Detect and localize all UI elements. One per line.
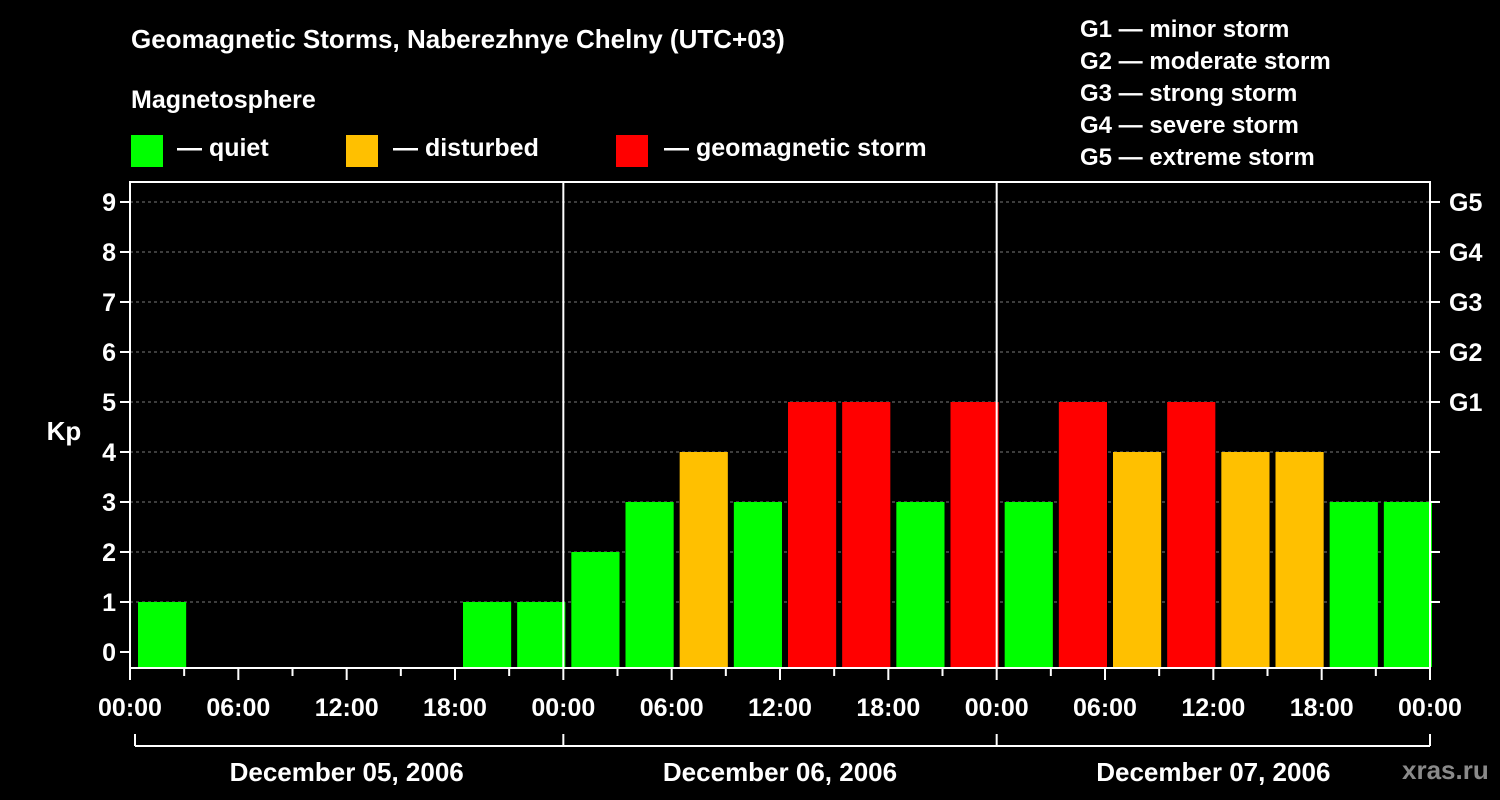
day-label-1: December 06, 2006 [663,757,897,787]
g-scale-item-g3: G3 — strong storm [1080,80,1298,107]
chart-title: Geomagnetic Storms, Naberezhnye Chelny (… [131,24,785,54]
y-tick-label-4: 4 [102,439,116,467]
watermark: xras.ru [1402,755,1489,785]
x-tick-label-12: 00:00 [1398,694,1462,722]
bar-9 [625,502,674,667]
x-tick-label-4: 00:00 [531,694,595,722]
bar-13 [842,402,891,667]
x-tick-label-7: 18:00 [856,694,920,722]
x-tick-label-2: 12:00 [315,694,379,722]
x-tick-label-8: 00:00 [965,694,1029,722]
legend-label-storm: — geomagnetic storm [664,134,927,162]
bar-22 [1329,502,1378,667]
bar-12 [788,402,837,667]
bar-0 [138,602,187,667]
g-scale-list: G1 — minor storm G2 — moderate storm G3 … [1080,14,1331,174]
y-axis-label: Kp [47,416,82,446]
g-scale-item-g5: G5 — extreme storm [1080,144,1315,171]
bar-8 [571,552,620,667]
bar-23 [1383,502,1432,667]
x-tick-label-0: 00:00 [98,694,162,722]
bar-15 [950,402,999,667]
y-tick-label-3: 3 [102,489,116,517]
bar-6 [463,602,512,667]
right-tick-label-g1: G1 [1449,389,1482,417]
bar-11 [733,502,782,667]
bar-20 [1221,452,1270,667]
legend-swatch-disturbed [346,135,378,167]
bar-16 [1004,502,1053,667]
y-tick-label-6: 6 [102,339,116,367]
y-tick-label-2: 2 [102,539,116,567]
day-label-0: December 05, 2006 [230,757,464,787]
bar-10 [679,452,728,667]
bar-17 [1058,402,1107,667]
x-tick-label-3: 18:00 [423,694,487,722]
right-tick-label-g4: G4 [1449,239,1482,267]
bar-21 [1275,452,1324,667]
right-tick-label-g5: G5 [1449,189,1482,217]
y-tick-label-8: 8 [102,239,116,267]
x-tick-label-11: 18:00 [1290,694,1354,722]
y-tick-label-7: 7 [102,289,116,317]
legend-label-disturbed: — disturbed [393,134,539,162]
legend-label-quiet: — quiet [177,134,269,162]
legend-swatch-quiet [131,135,163,167]
y-tick-label-9: 9 [102,189,116,217]
bar-7 [517,602,566,667]
legend-swatch-storm [616,135,648,167]
right-tick-label-g3: G3 [1449,289,1482,317]
x-tick-label-10: 12:00 [1181,694,1245,722]
bar-14 [896,502,945,667]
day-label-2: December 07, 2006 [1096,757,1330,787]
x-tick-label-6: 12:00 [748,694,812,722]
x-tick-label-5: 06:00 [640,694,704,722]
y-tick-label-5: 5 [102,389,116,417]
chart-subtitle: Magnetosphere [131,86,316,114]
y-tick-label-0: 0 [102,639,116,667]
bar-18 [1113,452,1162,667]
right-tick-label-g2: G2 [1449,339,1482,367]
x-tick-label-9: 06:00 [1073,694,1137,722]
g-scale-item-g4: G4 — severe storm [1080,112,1299,139]
x-tick-label-1: 06:00 [206,694,270,722]
bar-19 [1167,402,1216,667]
g-scale-item-g1: G1 — minor storm [1080,16,1290,43]
g-scale-item-g2: G2 — moderate storm [1080,48,1331,75]
y-tick-label-1: 1 [102,589,116,617]
